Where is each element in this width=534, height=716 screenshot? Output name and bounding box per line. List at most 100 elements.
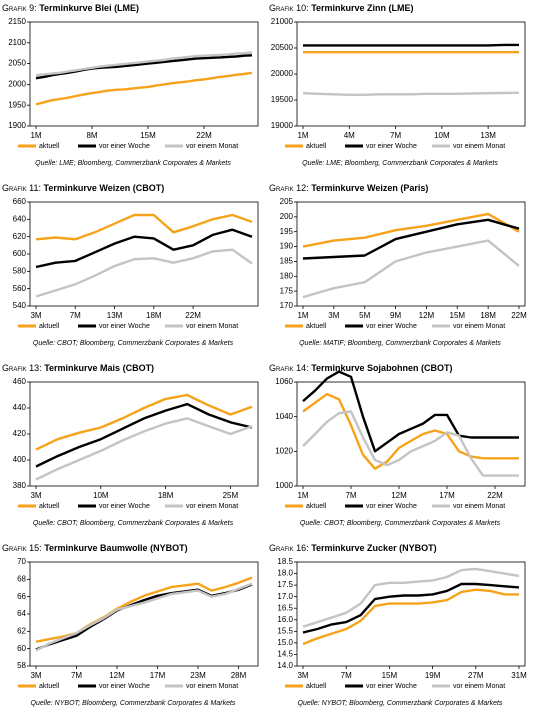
x-tick-label: 15M — [382, 671, 398, 680]
legend-label: vor einem Monat — [453, 323, 505, 330]
x-tick-label: 18M — [480, 311, 496, 320]
y-tick-label: 185 — [280, 257, 294, 266]
y-tick-label: 440 — [13, 403, 27, 412]
y-tick-label: 1000 — [275, 481, 293, 490]
x-tick-label: 1M — [297, 311, 308, 320]
legend-label: aktuell — [39, 683, 60, 690]
x-tick-label: 15M — [450, 311, 466, 320]
plot-frame — [29, 21, 259, 127]
plot-frame — [296, 201, 526, 307]
source-note: Quelle: CBOT; Bloomberg, Commerzbank Cor… — [33, 520, 234, 527]
chart-title: Grafik 16: Terminkurve Zucker (NYBOT) — [269, 543, 437, 553]
x-tick-label: 1M — [30, 131, 41, 140]
x-tick-label: 3M — [328, 311, 339, 320]
source-note: Quelle: LME; Bloomberg, Commerzbank Corp… — [302, 160, 498, 167]
legend-label: vor einem Monat — [186, 143, 238, 150]
x-tick-label: 22M — [511, 311, 527, 320]
line-series — [302, 212, 520, 248]
x-tick-label: 13M — [107, 311, 123, 320]
chart-title: Grafik 13: Terminkurve Mais (CBOT) — [2, 363, 154, 373]
line-series — [35, 417, 253, 481]
x-tick-label: 22M — [196, 131, 212, 140]
legend-label: vor einem Monat — [186, 503, 238, 510]
source-note: Quelle: LME; Bloomberg, Commerzbank Corp… — [35, 160, 231, 167]
y-tick-label: 70 — [17, 557, 26, 566]
title-text: Terminkurve Zucker (NYBOT) — [311, 543, 436, 553]
x-tick-label: 1M — [297, 491, 308, 500]
x-tick-label: 17M — [150, 671, 166, 680]
y-tick-label: 66 — [17, 592, 26, 601]
line-series — [35, 228, 253, 269]
x-tick-label: 3M — [297, 671, 308, 680]
line-series — [302, 370, 519, 453]
x-tick-label: 12M — [109, 671, 125, 680]
y-tick-label: 540 — [13, 301, 27, 310]
y-tick-label: 2150 — [8, 17, 26, 26]
y-tick-label: 195 — [280, 227, 294, 236]
y-tick-label: 2050 — [8, 59, 26, 68]
source-note: Quelle: CBOT; Bloomberg, Commerzbank Cor… — [33, 340, 234, 347]
legend-label: vor einer Woche — [366, 323, 417, 330]
y-tick-label: 420 — [13, 429, 27, 438]
x-tick-label: 10M — [93, 491, 109, 500]
x-tick-label: 22M — [487, 491, 503, 500]
x-tick-label: 28M — [231, 671, 247, 680]
plot-frame — [29, 381, 259, 487]
y-tick-label: 19000 — [271, 121, 294, 130]
line-series — [35, 393, 253, 451]
y-tick-label: 190 — [280, 242, 294, 251]
line-series — [302, 91, 520, 96]
x-tick-label: 3M — [30, 311, 41, 320]
line-series — [302, 392, 519, 470]
legend-label: vor einem Monat — [186, 683, 238, 690]
line-series — [302, 410, 519, 477]
chart-title: Grafik 12: Terminkurve Weizen (Paris) — [269, 183, 428, 193]
x-tick-label: 4M — [344, 131, 355, 140]
y-tick-label: 640 — [13, 214, 27, 223]
y-tick-label: 14.0 — [277, 661, 293, 670]
chart-title: Grafik 10: Terminkurve Zinn (LME) — [269, 3, 414, 13]
y-tick-label: 60 — [17, 644, 26, 653]
x-tick-label: 7M — [390, 131, 401, 140]
legend-label: vor einer Woche — [99, 683, 150, 690]
y-tick-label: 170 — [280, 301, 294, 310]
chart-title: Grafik 9: Terminkurve Blei (LME) — [2, 3, 139, 13]
title-text: Terminkurve Weizen (CBOT) — [44, 183, 165, 193]
legend-label: vor einer Woche — [366, 143, 417, 150]
legend-label: aktuell — [306, 503, 327, 510]
line-series — [302, 218, 520, 260]
x-tick-label: 18M — [158, 491, 174, 500]
y-tick-label: 205 — [280, 197, 294, 206]
y-tick-label: 19500 — [271, 95, 294, 104]
legend-label: aktuell — [306, 143, 327, 150]
plot-frame — [29, 561, 259, 667]
legend-label: aktuell — [39, 323, 60, 330]
y-tick-label: 600 — [13, 249, 27, 258]
x-tick-label: 3M — [30, 491, 41, 500]
figure-label: Grafik 13: — [2, 363, 42, 373]
figure-label: Grafik 11: — [2, 183, 41, 193]
line-series — [303, 43, 519, 47]
legend-label: vor einem Monat — [453, 683, 505, 690]
legend-label: vor einer Woche — [366, 683, 417, 690]
source-note: Quelle: CBOT; Bloomberg, Commerzbank Cor… — [300, 520, 501, 527]
source-note: Quelle: MATIF; Bloomberg, Commerzbank Co… — [299, 340, 501, 347]
y-tick-label: 380 — [13, 481, 27, 490]
plot-frame — [296, 561, 526, 667]
y-tick-label: 15.5 — [277, 626, 293, 635]
y-tick-label: 400 — [13, 455, 27, 464]
y-tick-label: 460 — [13, 377, 27, 386]
line-series — [302, 588, 519, 646]
x-tick-label: 22M — [185, 311, 201, 320]
x-tick-label: 12M — [391, 491, 407, 500]
y-tick-label: 2000 — [8, 80, 26, 89]
x-tick-label: 15M — [140, 131, 156, 140]
y-tick-label: 62 — [17, 626, 26, 635]
x-tick-label: 12M — [419, 311, 435, 320]
figure-label: Grafik 12: — [269, 183, 309, 193]
x-tick-label: 25M — [223, 491, 239, 500]
figure-label: Grafik 16: — [269, 543, 309, 553]
legend-label: vor einer Woche — [99, 503, 150, 510]
x-tick-label: 7M — [70, 311, 81, 320]
